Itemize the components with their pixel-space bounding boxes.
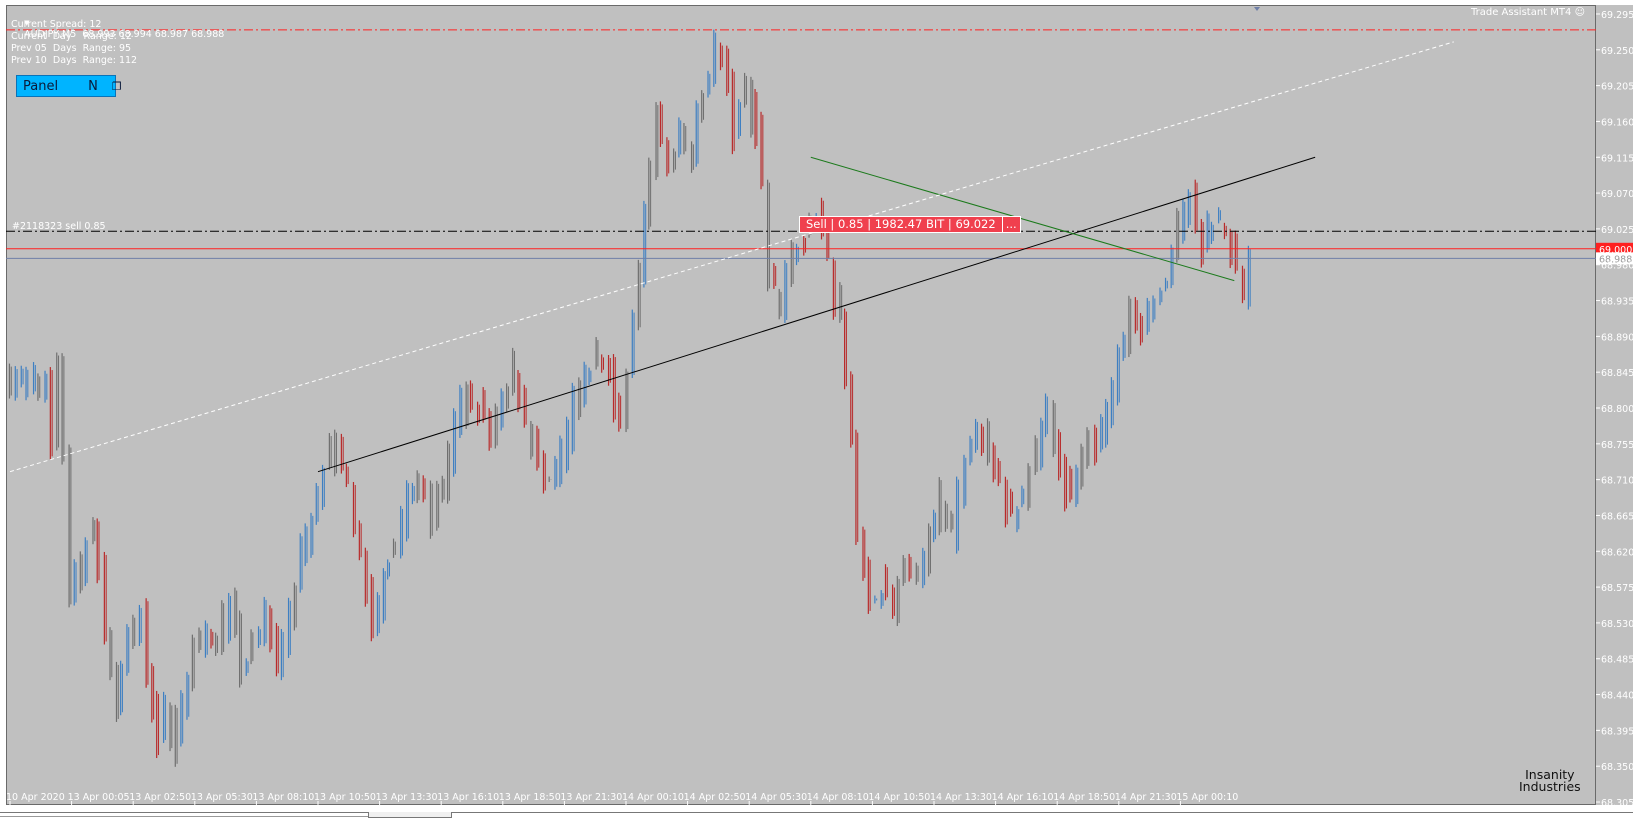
logo-line2: Industries — [1519, 779, 1581, 794]
panel-label: Panel — [23, 78, 59, 94]
y-tick-label: 68.755 — [1601, 440, 1633, 451]
y-tick-label: 68.395 — [1601, 726, 1633, 737]
y-tick-label: 69.025 — [1601, 225, 1633, 236]
y-tick-label: 68.710 — [1601, 476, 1633, 487]
symbol-ohlc: AUDJPY,M5 68.993 68.994 68.987 68.988 — [24, 29, 225, 40]
y-tick-label: 68.440 — [1601, 691, 1633, 702]
axis-price-label-level-69000: 69.000 — [1599, 245, 1632, 256]
plot-area[interactable] — [6, 5, 1596, 805]
axis-price-label-bid-line: 68.988 — [1599, 254, 1632, 265]
x-tick-label: 14 Apr 00:10 — [622, 792, 684, 803]
x-tick-label: 13 Apr 02:50 — [129, 792, 191, 803]
trade-label-text[interactable]: Sell | 0.85 | 1982.47 BIT | 69.022 — [799, 216, 1003, 233]
shift-marker-icon — [1254, 7, 1260, 11]
y-tick-label: 68.935 — [1601, 297, 1633, 308]
y-tick-label: 68.485 — [1601, 655, 1633, 666]
x-tick-label: 13 Apr 21:30 — [560, 792, 622, 803]
price-axis[interactable] — [1596, 5, 1633, 805]
x-tick-label: 14 Apr 21:30 — [1115, 792, 1177, 803]
trade-assistant-title: Trade Assistant MT4 ☺ — [1471, 7, 1585, 18]
collapse-triangle-icon[interactable]: ▼ — [24, 19, 30, 27]
y-tick-label: 68.890 — [1601, 332, 1633, 343]
y-tick-label: 68.575 — [1601, 583, 1633, 594]
trendline-support — [317, 156, 1316, 473]
scrollbar-divider — [0, 812, 1633, 813]
y-tick-label: 68.845 — [1601, 368, 1633, 379]
panel-button[interactable]: Panel N ❐ — [16, 75, 122, 97]
x-tick-label: 15 Apr 00:10 — [1176, 792, 1238, 803]
y-tick-label: 68.665 — [1601, 511, 1633, 522]
x-tick-label: 14 Apr 02:50 — [684, 792, 746, 803]
x-tick-label: 13 Apr 13:30 — [376, 792, 438, 803]
trade-assistant-label: Trade Assistant MT4 — [1470, 7, 1572, 18]
x-tick-label: 14 Apr 13:30 — [930, 792, 992, 803]
y-tick-label: 69.070 — [1601, 189, 1633, 200]
x-tick-label: 14 Apr 08:10 — [807, 792, 869, 803]
x-tick-label: 14 Apr 16:10 — [992, 792, 1054, 803]
trade-label[interactable]: Sell | 0.85 | 1982.47 BIT | 69.022 ... — [799, 216, 1021, 233]
panel-n-label: N — [88, 78, 98, 94]
y-tick-label: 68.530 — [1601, 619, 1633, 630]
x-tick-label: 13 Apr 16:10 — [437, 792, 499, 803]
axis-price-box-level-69000 — [1596, 242, 1633, 255]
window-restore-icon[interactable]: ❐ — [111, 79, 122, 93]
y-tick-label: 69.295 — [1601, 10, 1633, 21]
y-tick-label: 68.305 — [1601, 798, 1633, 809]
symbol-header: ▼ AUDJPY,M5 68.993 68.994 68.987 68.988 — [12, 5, 224, 53]
x-tick-label: 10 Apr 2020 — [6, 792, 65, 803]
axis-price-box-bid-line — [1596, 252, 1633, 265]
y-tick-label: 68.800 — [1601, 404, 1633, 415]
trade-label-more-button[interactable]: ... — [1002, 216, 1021, 233]
trendline-resistance — [810, 156, 1235, 282]
x-tick-label: 13 Apr 18:50 — [499, 792, 561, 803]
x-tick-label: 13 Apr 08:10 — [252, 792, 314, 803]
trendline-channel — [9, 41, 1454, 473]
x-tick-label: 13 Apr 00:05 — [68, 792, 130, 803]
x-tick-label: 13 Apr 05:30 — [191, 792, 253, 803]
x-tick-label: 13 Apr 10:50 — [314, 792, 376, 803]
day-range-text: Current Day Range: 12 — [11, 31, 132, 42]
x-tick-label: 14 Apr 05:30 — [745, 792, 807, 803]
y-tick-label: 69.160 — [1601, 117, 1633, 128]
scrollbar-thumb[interactable] — [368, 812, 452, 818]
spread-text: Current Spread: 12 — [11, 19, 102, 30]
logo: Insanity Industries — [1519, 767, 1581, 794]
x-tick-label: 14 Apr 10:50 — [868, 792, 930, 803]
y-tick-label: 69.115 — [1601, 153, 1633, 164]
scrollbar-track-left[interactable] — [0, 812, 368, 817]
y-tick-label: 68.350 — [1601, 762, 1633, 773]
prev10-range-text: Prev 10 Days Range: 112 — [11, 55, 138, 66]
prev5-range-text: Prev 05 Days Range: 95 — [11, 43, 132, 54]
y-tick-label: 68.980 — [1601, 261, 1633, 272]
y-tick-label: 69.250 — [1601, 46, 1633, 57]
x-tick-label: 14 Apr 18:50 — [1053, 792, 1115, 803]
logo-line1: Insanity — [1525, 767, 1575, 782]
y-tick-label: 68.620 — [1601, 547, 1633, 558]
order-line-label: #2118323 sell 0.85 — [12, 221, 106, 232]
y-tick-label: 69.205 — [1601, 82, 1633, 93]
smiley-icon: ☺ — [1574, 7, 1585, 18]
